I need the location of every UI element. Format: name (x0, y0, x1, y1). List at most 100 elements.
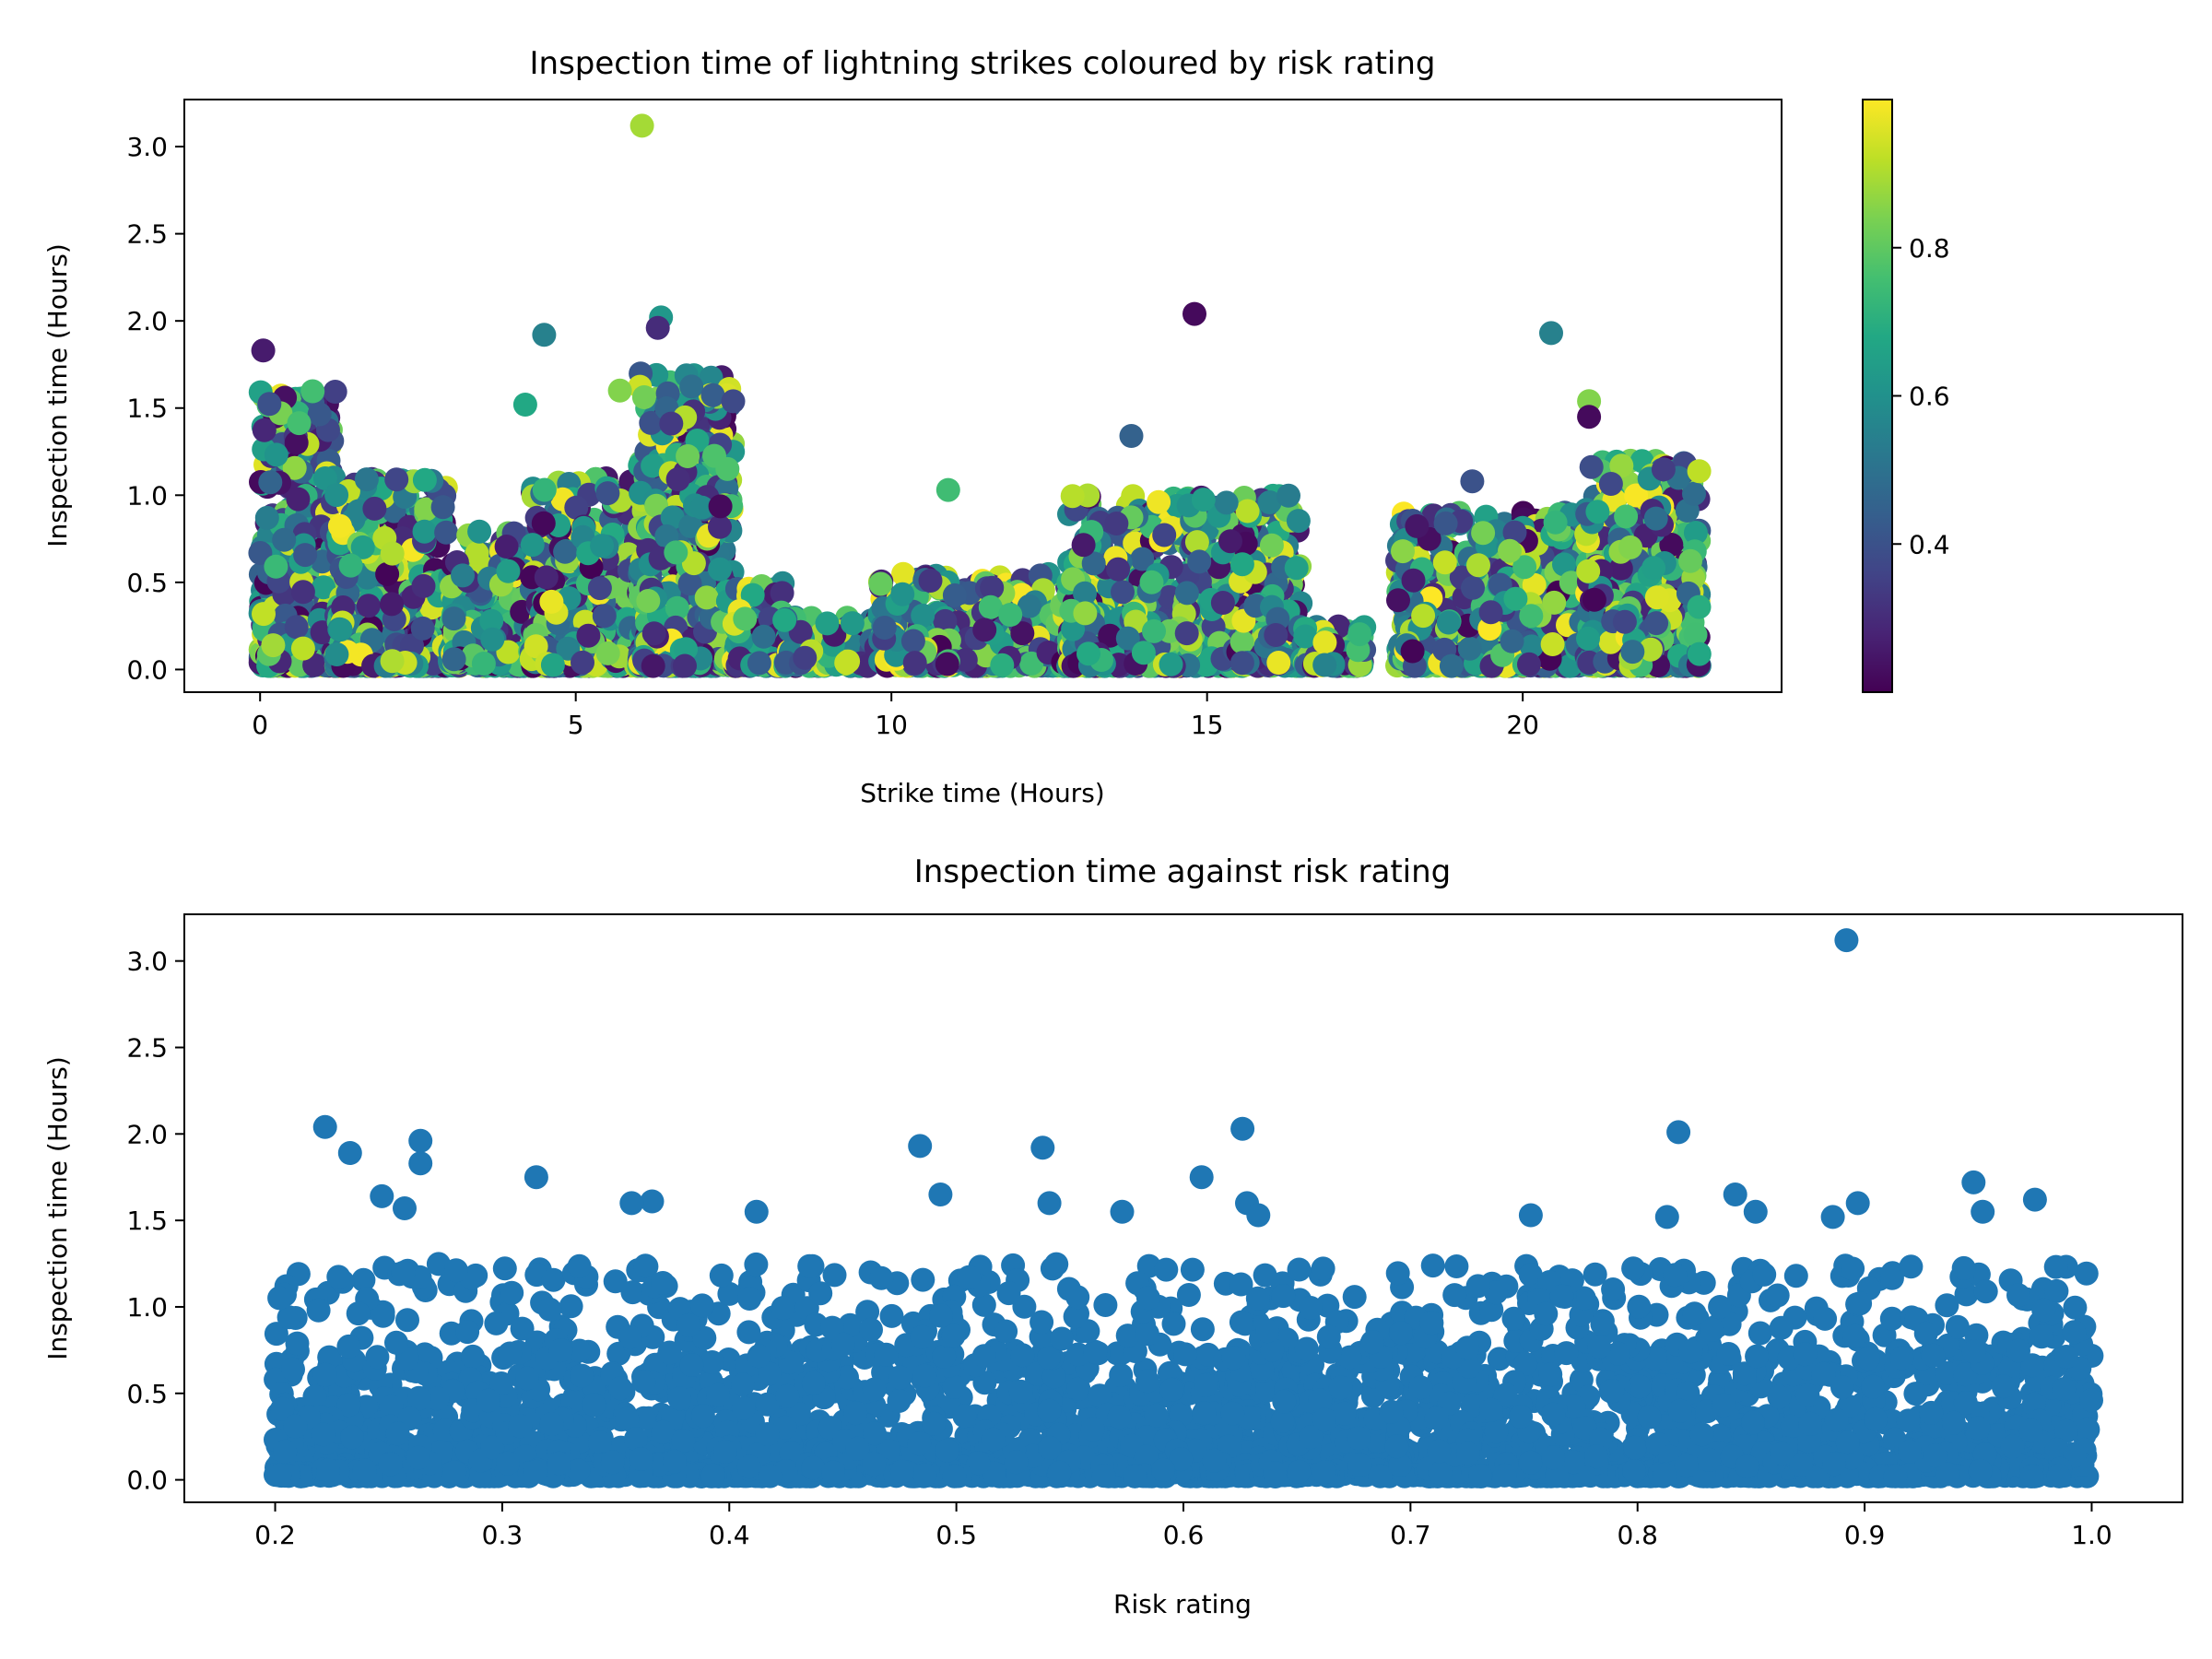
scatter-point (411, 573, 436, 598)
scatter-point (323, 380, 347, 404)
scatter-point (1147, 489, 1171, 514)
scatter-point (1517, 652, 1541, 677)
scatter-point (747, 651, 771, 676)
scatter-point (631, 385, 656, 409)
scatter-point (258, 470, 283, 495)
scatter-point (356, 594, 381, 618)
scatter-point (324, 483, 349, 508)
scatter-point (1060, 484, 1085, 509)
scatter-point (540, 653, 565, 677)
scatter-point (1400, 639, 1425, 664)
scatter-point (1174, 621, 1199, 646)
scatter-point (479, 608, 504, 633)
scatter-point (1174, 581, 1199, 606)
scatter-point (592, 604, 617, 629)
scatter-point (312, 575, 335, 600)
scatter-point (1266, 651, 1291, 675)
scatter-point (496, 559, 521, 583)
scatter-point (1500, 629, 1524, 653)
scatter-point (708, 514, 732, 539)
scatter-point (264, 554, 288, 579)
scatter-point (900, 629, 925, 653)
scatter-point (350, 535, 375, 559)
scatter-point (1071, 533, 1096, 558)
scatter-point (257, 392, 282, 417)
scatter-point (451, 563, 475, 588)
scatter-point (1411, 604, 1436, 629)
scatter-point (539, 589, 564, 614)
scatter-point (700, 382, 725, 407)
scatter-point (384, 467, 409, 492)
scatter-point (1478, 600, 1503, 625)
scatter-point (1259, 533, 1284, 558)
scatter-point (293, 543, 318, 568)
scatter-point (1230, 552, 1254, 577)
scatter-point (1391, 539, 1415, 564)
scatter-point (1543, 510, 1568, 535)
scatter-point (595, 481, 620, 506)
scatter-point (1235, 499, 1260, 524)
scatter-point (708, 494, 733, 519)
scatter-points (248, 113, 1712, 678)
scatter-point (1111, 580, 1135, 605)
scatter-point (553, 539, 578, 564)
scatter-point (290, 580, 315, 605)
scatter-point (412, 519, 437, 544)
scatter-point (290, 636, 315, 661)
scatter-point (595, 641, 620, 665)
scatter-point (430, 495, 455, 520)
scatter-point (410, 616, 435, 641)
scatter-point (641, 653, 665, 678)
scatter-point (1439, 653, 1464, 678)
scatter-point (902, 651, 927, 676)
scatter-point (840, 611, 865, 636)
scatter-point (665, 467, 690, 492)
scatter-point (441, 647, 466, 672)
scatter-point (1540, 632, 1565, 656)
scatter-point (1471, 521, 1496, 546)
scatter-point (587, 576, 612, 601)
scatter-point (252, 602, 276, 627)
scatter-point (636, 589, 661, 613)
scatter-point (576, 623, 601, 648)
scatter-point (1284, 556, 1309, 581)
scatter-point (872, 616, 897, 640)
scatter-point (1498, 538, 1522, 563)
scatter-point (564, 495, 589, 520)
scatter-point (664, 540, 688, 565)
scatter-point (890, 582, 915, 606)
scatter-point (254, 505, 279, 530)
scatter-point (1104, 512, 1129, 535)
scatter-point (1264, 623, 1288, 647)
scatter-point (284, 430, 309, 455)
scatter-point (380, 649, 405, 674)
scatter-point (282, 455, 307, 480)
scatter-point (1466, 553, 1490, 578)
scatter-point (998, 603, 1023, 627)
scatter-point (772, 607, 797, 632)
scatter-point (911, 603, 935, 628)
scatter-point (1230, 629, 1254, 654)
scatter-point (702, 443, 726, 468)
scatter-point (248, 541, 273, 565)
scatter-point (942, 582, 967, 607)
scatter-point (1131, 641, 1156, 665)
scatter-point (1142, 618, 1166, 643)
scatter-point (264, 442, 288, 467)
scatter-point (324, 642, 349, 666)
scatter-point (1210, 591, 1235, 615)
scatter-point (272, 527, 297, 552)
scatter-point (287, 411, 312, 436)
scatter-point (1542, 590, 1567, 615)
scatter-point (679, 374, 704, 399)
scatter-point (1436, 610, 1461, 635)
scatter-point (467, 519, 492, 544)
scatter-point (1159, 652, 1183, 677)
scatter-point (1077, 641, 1100, 666)
scatter-point (694, 585, 719, 610)
scatter-point (480, 627, 505, 652)
scatter-point (1519, 604, 1544, 629)
scatter-point (918, 569, 943, 593)
chart-strike-time: Inspection time of lightning strikes col… (42, 45, 1783, 808)
scatter-point (1386, 588, 1410, 613)
